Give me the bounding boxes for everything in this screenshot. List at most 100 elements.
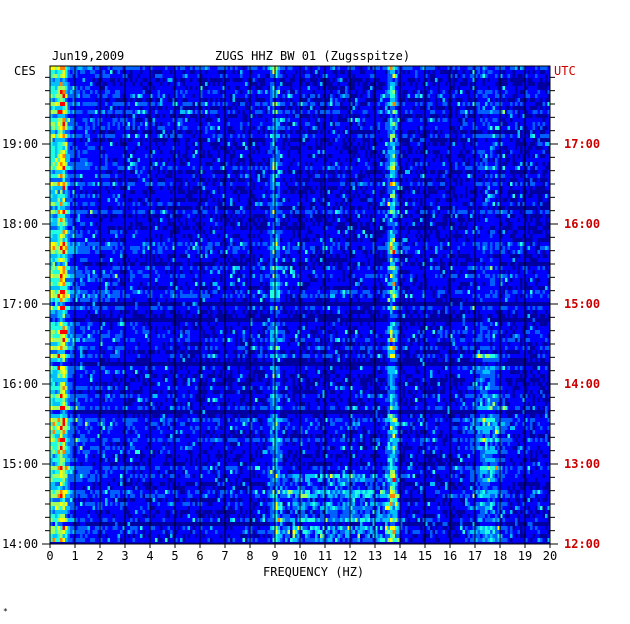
- spectral-cell: [150, 166, 153, 170]
- spectral-cell: [340, 162, 343, 166]
- spectral-cell: [357, 186, 360, 190]
- spectral-cell: [292, 98, 300, 102]
- spectral-cell: [52, 134, 55, 138]
- spectral-cell: [327, 226, 335, 230]
- spectral-cell: [67, 114, 90, 118]
- spectral-cell: [420, 186, 428, 190]
- spectral-cell: [422, 174, 425, 178]
- spectral-cell: [155, 142, 158, 146]
- spectral-cell: [190, 226, 193, 230]
- spectral-cell: [317, 170, 323, 174]
- spectral-cell: [355, 162, 358, 166]
- spectral-cell: [107, 226, 115, 230]
- spectral-cell: [122, 114, 125, 118]
- spectral-cell: [460, 110, 465, 114]
- spectral-cell: [387, 66, 390, 70]
- spectral-cell: [120, 142, 128, 146]
- spectral-cell: [305, 122, 310, 126]
- spectral-cell: [440, 86, 450, 90]
- spectral-cell: [400, 150, 403, 154]
- spectral-cell: [435, 222, 448, 226]
- spectral-cell: [212, 198, 215, 202]
- spectral-cell: [365, 234, 368, 238]
- spectral-cell: [177, 242, 183, 246]
- spectral-cell: [507, 146, 515, 150]
- spectral-cell: [455, 230, 458, 234]
- spectral-cell: [417, 206, 420, 210]
- spectral-cell: [235, 226, 240, 230]
- spectral-cell: [417, 78, 420, 82]
- spectral-cell: [247, 234, 250, 238]
- spectral-cell: [87, 110, 95, 114]
- spectral-cell: [340, 86, 345, 90]
- spectral-cell: [420, 234, 423, 238]
- spectral-cell: [432, 134, 435, 138]
- spectral-cell: [540, 242, 550, 246]
- spectral-cell: [277, 138, 283, 142]
- spectral-cell: [467, 226, 473, 230]
- spectral-cell: [390, 206, 395, 210]
- spectral-cell: [422, 82, 425, 86]
- spectral-cell: [275, 158, 280, 162]
- spectral-cell: [207, 98, 210, 102]
- spectral-cell: [285, 106, 288, 110]
- spectral-cell: [432, 118, 435, 122]
- spectral-cell: [260, 174, 263, 178]
- spectral-cell: [522, 202, 525, 206]
- spectral-cell: [115, 194, 118, 198]
- spectral-cell: [540, 126, 543, 130]
- spectral-cell: [100, 154, 103, 158]
- spectral-cell: [347, 182, 350, 186]
- spectral-cell: [437, 238, 445, 242]
- spectral-cell: [427, 154, 435, 158]
- spectral-cell: [130, 186, 148, 190]
- spectral-cell: [142, 190, 148, 194]
- spectral-cell: [95, 82, 100, 86]
- spectral-cell: [60, 190, 63, 194]
- spectral-cell: [242, 170, 245, 174]
- spectral-cell: [75, 226, 83, 230]
- spectral-cell: [245, 246, 250, 250]
- spectral-cell: [232, 182, 248, 186]
- spectral-cell: [65, 110, 68, 114]
- spectral-cell: [530, 142, 535, 146]
- spectral-cell: [485, 194, 488, 198]
- spectral-cell: [440, 70, 450, 74]
- spectral-cell: [357, 210, 363, 214]
- spectral-cell: [222, 238, 225, 242]
- spectral-cell: [225, 82, 245, 86]
- spectral-cell: [527, 134, 530, 138]
- spectral-cell: [185, 170, 195, 174]
- spectral-cell: [437, 126, 450, 130]
- spectral-cell: [115, 178, 118, 182]
- spectral-cell: [127, 134, 130, 138]
- spectral-cell: [307, 118, 310, 122]
- spectral-cell: [315, 238, 320, 242]
- spectral-cell: [245, 186, 253, 190]
- spectral-cell: [282, 210, 290, 214]
- spectral-cell: [182, 234, 185, 238]
- spectral-cell: [380, 94, 383, 98]
- spectral-cell: [440, 118, 443, 122]
- spectral-cell: [162, 74, 183, 78]
- spectral-cell: [210, 66, 218, 70]
- spectral-cell: [57, 226, 60, 230]
- spectral-cell: [187, 142, 193, 146]
- spectral-cell: [57, 190, 60, 194]
- spectral-cell: [452, 210, 455, 214]
- spectral-cell: [457, 214, 463, 218]
- spectral-cell: [272, 86, 275, 90]
- spectral-cell: [362, 94, 368, 98]
- spectral-cell: [185, 194, 193, 198]
- spectral-cell: [330, 90, 333, 94]
- spectral-cell: [232, 202, 235, 206]
- spectral-cell: [477, 98, 488, 102]
- spectral-cell: [462, 98, 468, 102]
- spectral-cell: [435, 234, 440, 238]
- spectral-cell: [537, 142, 543, 146]
- spectral-cell: [465, 234, 468, 238]
- spectral-cell: [440, 82, 445, 86]
- spectral-cell: [365, 214, 368, 218]
- spectral-cell: [520, 98, 528, 102]
- spectral-cell: [352, 166, 368, 170]
